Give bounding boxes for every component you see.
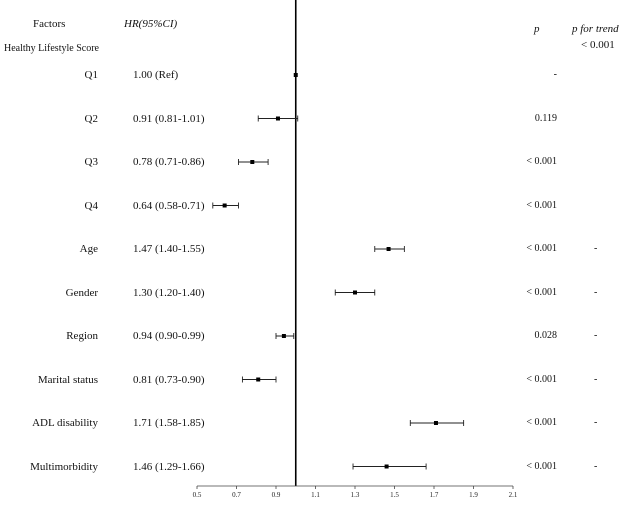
hr-point	[256, 377, 261, 382]
x-tick-label: 1.9	[469, 491, 478, 499]
table-row: Q3 0.78 (0.71-0.86) < 0.001	[0, 154, 634, 170]
row-hr-text: 0.94 (0.90-0.99)	[133, 330, 205, 342]
hr-point	[386, 247, 391, 251]
row-hr-text: 0.64 (0.58-0.71)	[133, 199, 205, 212]
x-tick-label: 1.1	[311, 491, 320, 499]
row-p-value: < 0.001	[526, 286, 557, 298]
table-row: Q2 0.91 (0.81-1.01) 0.119	[0, 111, 634, 127]
row-trend-value: -	[594, 243, 598, 254]
row-label: Region	[66, 330, 98, 342]
row-p-value: 0.028	[534, 330, 558, 341]
row-label: Gender	[65, 286, 98, 299]
table-row: Region 0.94 (0.90-0.99) 0.028 -	[0, 328, 634, 344]
hr-point	[250, 160, 255, 164]
row-hr-text: 1.00 (Ref)	[133, 69, 179, 81]
hr-point	[281, 334, 286, 338]
row-label: Marital status	[37, 373, 98, 386]
row-label: Multimorbidity	[30, 460, 98, 473]
row-hr-text: 1.71 (1.58-1.85)	[133, 417, 205, 429]
factors-header: Factors	[33, 18, 66, 30]
row-hr-text: 0.78 (0.71-0.86)	[133, 156, 205, 168]
table-row: Gender 1.30 (1.20-1.40) < 0.001 -	[0, 285, 634, 301]
hr-point	[353, 290, 357, 295]
row-trend-value: -	[594, 330, 598, 341]
row-p-value: 0.119	[534, 112, 557, 124]
table-row: ADL disability 1.71 (1.58-1.85) < 0.001 -	[0, 415, 634, 431]
hr-point	[275, 116, 280, 121]
row-p-value: -	[553, 69, 557, 80]
row-label: ADL disability	[32, 417, 98, 429]
row-label: Q1	[84, 69, 98, 81]
row-hr-text: 0.91 (0.81-1.01)	[133, 112, 205, 125]
table-row: Q1 1.00 (Ref) -	[0, 67, 634, 83]
hr-point	[384, 464, 389, 469]
x-tick-label: 0.5	[193, 491, 202, 499]
table-row: Multimorbidity 1.46 (1.29-1.66) < 0.001 -	[0, 459, 634, 475]
row-trend-value: -	[594, 286, 598, 298]
row-label: Q4	[84, 199, 98, 212]
row-p-value: < 0.001	[526, 417, 557, 428]
row-p-value: < 0.001	[526, 460, 557, 472]
table-row: Age 1.47 (1.40-1.55) < 0.001 -	[0, 241, 634, 257]
x-tick-label: 1.3	[351, 491, 360, 499]
row-hr-text: 0.81 (0.73-0.90)	[133, 373, 205, 386]
row-p-value: < 0.001	[526, 156, 557, 167]
hr-point	[433, 421, 438, 425]
x-tick-label: 0.9	[272, 491, 281, 499]
row-p-value: < 0.001	[526, 199, 557, 211]
row-hr-text: 1.46 (1.29-1.66)	[133, 460, 205, 473]
row-p-value: < 0.001	[526, 243, 557, 254]
row-hr-text: 1.30 (1.20-1.40)	[133, 286, 205, 299]
row-trend-value: -	[594, 417, 598, 428]
row-label: Age	[79, 243, 98, 255]
row-p-value: < 0.001	[526, 373, 557, 385]
row-trend-value: -	[594, 373, 598, 385]
x-tick-label: 1.5	[390, 491, 399, 499]
p-trend-header: p for trend	[572, 23, 619, 35]
table-row: Marital status 0.81 (0.73-0.90) < 0.001 -	[0, 372, 634, 388]
row-label: Q2	[84, 112, 98, 125]
x-tick-label: 2.1	[509, 491, 518, 499]
hr-header: HR(95%CI)	[124, 18, 178, 30]
x-tick-label: 1.7	[430, 491, 439, 499]
p-header: p	[534, 23, 540, 35]
row-hr-text: 1.47 (1.40-1.55)	[133, 243, 205, 255]
hr-point	[222, 203, 227, 208]
row-label: Q3	[84, 156, 98, 168]
row-trend-value: -	[594, 460, 598, 472]
x-tick-label: 0.7	[232, 491, 241, 499]
group-label: Healthy Lifestyle Score	[4, 43, 99, 54]
p-trend-value: < 0.001	[581, 39, 615, 51]
hr-point	[293, 73, 298, 77]
table-row: Q4 0.64 (0.58-0.71) < 0.001	[0, 198, 634, 214]
